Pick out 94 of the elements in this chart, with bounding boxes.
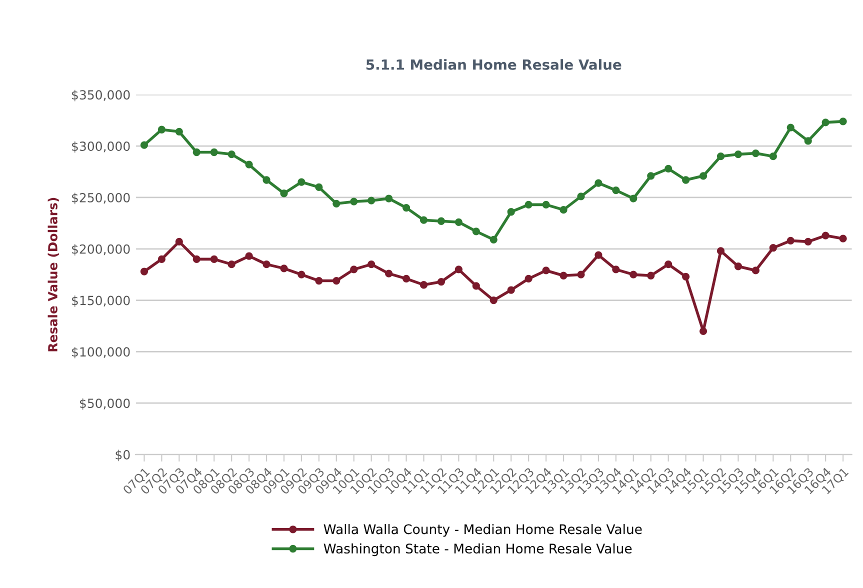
- point: [402, 274, 410, 283]
- point: [699, 172, 708, 180]
- point: [734, 150, 742, 158]
- point: [507, 208, 515, 216]
- y-tick-label: $150,000: [72, 296, 130, 307]
- point: [560, 272, 568, 280]
- point: [298, 270, 306, 278]
- point: [175, 128, 183, 136]
- point: [210, 148, 218, 156]
- point: [647, 172, 655, 180]
- point: [612, 186, 620, 194]
- point: [384, 194, 393, 202]
- point: [716, 247, 725, 255]
- y-tick-label: $50,000: [80, 398, 130, 410]
- point: [210, 255, 218, 263]
- point: [420, 216, 428, 224]
- point: [245, 252, 253, 260]
- point: [752, 149, 760, 158]
- point: [612, 266, 620, 274]
- point: [490, 236, 498, 244]
- point: [839, 234, 847, 242]
- point: [524, 200, 532, 208]
- point: [280, 190, 288, 198]
- point: [594, 179, 602, 187]
- legend-label: Walla Walla County - Median Home Resale Value: [324, 524, 642, 537]
- point: [577, 192, 585, 200]
- chart-title: 5.1.1 Median Home Resale Value: [366, 59, 622, 70]
- point: [804, 238, 812, 246]
- point: [577, 270, 585, 278]
- point: [437, 217, 446, 225]
- point: [472, 228, 480, 236]
- point: [664, 164, 672, 173]
- point: [822, 232, 830, 240]
- point: [298, 178, 306, 186]
- point: [384, 270, 393, 278]
- point: [280, 264, 288, 272]
- point: [542, 266, 550, 274]
- point: [368, 260, 376, 268]
- y-tick-label: $350,000: [72, 90, 130, 102]
- y-tick-label: $100,000: [72, 346, 130, 358]
- point: [490, 296, 498, 304]
- y-tick-label: $300,000: [72, 141, 130, 153]
- point: [472, 282, 480, 290]
- point: [350, 266, 358, 274]
- point: [630, 270, 638, 278]
- point: [594, 251, 602, 259]
- point: [769, 244, 777, 252]
- legend-label: Washington State - Median Home Resale Value: [324, 543, 632, 556]
- point: [140, 268, 148, 276]
- point: [315, 183, 323, 192]
- point: [315, 276, 323, 285]
- point: [769, 152, 777, 160]
- y-tick-label: $0: [116, 450, 130, 462]
- point: [350, 198, 358, 206]
- y-tick-label: $250,000: [72, 192, 130, 204]
- point: [454, 266, 463, 274]
- point: [262, 260, 270, 268]
- point: [158, 255, 166, 263]
- point: [507, 286, 515, 294]
- point: [332, 276, 340, 285]
- point: [786, 236, 794, 244]
- point: [734, 262, 742, 270]
- point: [402, 204, 410, 212]
- point: [368, 196, 376, 204]
- point: [682, 272, 690, 280]
- point: [647, 272, 655, 280]
- point: [524, 274, 532, 283]
- point: [560, 206, 568, 214]
- point: [542, 200, 550, 208]
- point: [839, 118, 847, 126]
- point: [158, 126, 166, 134]
- point: [437, 278, 446, 286]
- point: [752, 266, 760, 274]
- point: [262, 176, 270, 184]
- point: [664, 260, 672, 268]
- point: [786, 124, 794, 132]
- point: [682, 176, 690, 184]
- point: [699, 327, 708, 335]
- point: [228, 260, 236, 268]
- y-axis-title: Resale Value (Dollars): [48, 198, 59, 352]
- point: [420, 281, 428, 289]
- point: [140, 141, 148, 149]
- point: [228, 150, 236, 158]
- point: [630, 194, 638, 202]
- point: [454, 218, 463, 226]
- point: [192, 255, 200, 263]
- point: [332, 200, 340, 208]
- y-tick-label: $200,000: [72, 244, 130, 256]
- point: [804, 137, 812, 145]
- point: [245, 160, 253, 168]
- point: [192, 148, 200, 156]
- point: [175, 238, 183, 246]
- point: [822, 118, 830, 126]
- point: [716, 152, 725, 160]
